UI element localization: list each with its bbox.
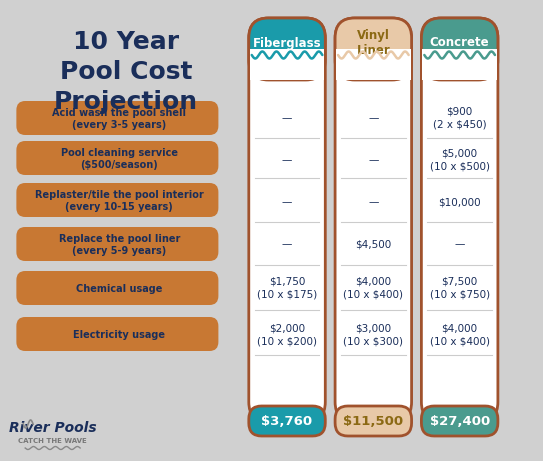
Text: Pool cleaning service
($500/season): Pool cleaning service ($500/season) (61, 148, 178, 170)
Text: River Pools: River Pools (9, 421, 97, 435)
Text: $900
(2 x $450): $900 (2 x $450) (433, 107, 487, 129)
Text: —: — (368, 155, 378, 165)
FancyBboxPatch shape (249, 18, 325, 422)
Text: —: — (282, 197, 292, 207)
FancyBboxPatch shape (335, 406, 412, 436)
FancyBboxPatch shape (421, 18, 498, 422)
FancyBboxPatch shape (249, 18, 325, 80)
Text: $4,500: $4,500 (355, 239, 392, 249)
Text: —: — (368, 113, 378, 123)
Text: $4,000
(10 x $400): $4,000 (10 x $400) (343, 277, 403, 299)
FancyBboxPatch shape (16, 271, 218, 305)
Text: $1,750
(10 x $175): $1,750 (10 x $175) (257, 277, 317, 299)
Text: $3,760: $3,760 (262, 414, 313, 427)
FancyBboxPatch shape (16, 141, 218, 175)
Text: Chemical usage: Chemical usage (76, 284, 162, 294)
Bar (422, 49, 497, 80)
FancyBboxPatch shape (16, 101, 218, 135)
Text: $5,000
(10 x $500): $5,000 (10 x $500) (430, 149, 490, 171)
Text: Electricity usage: Electricity usage (73, 330, 166, 340)
Text: $11,500: $11,500 (343, 414, 403, 427)
FancyBboxPatch shape (421, 406, 498, 436)
Text: —: — (282, 155, 292, 165)
Text: $10,000: $10,000 (438, 197, 481, 207)
Text: Acid wash the pool shell
(every 3-5 years): Acid wash the pool shell (every 3-5 year… (52, 108, 186, 130)
Text: $3,000
(10 x $300): $3,000 (10 x $300) (343, 324, 403, 346)
Bar (336, 49, 411, 80)
Text: —: — (454, 239, 465, 249)
FancyBboxPatch shape (16, 183, 218, 217)
FancyBboxPatch shape (335, 18, 412, 80)
Text: $7,500
(10 x $750): $7,500 (10 x $750) (430, 277, 490, 299)
Text: CATCH THE WAVE: CATCH THE WAVE (18, 438, 87, 444)
Text: —: — (368, 197, 378, 207)
FancyBboxPatch shape (421, 18, 498, 80)
Text: 10 Year
Pool Cost
Projection: 10 Year Pool Cost Projection (54, 30, 198, 114)
Text: Fiberglass: Fiberglass (252, 36, 321, 49)
Text: Replace the pool liner
(every 5-9 years): Replace the pool liner (every 5-9 years) (59, 234, 180, 256)
Text: Vinyl
Liner: Vinyl Liner (356, 29, 390, 58)
FancyBboxPatch shape (249, 406, 325, 436)
Text: $2,000
(10 x $200): $2,000 (10 x $200) (257, 324, 317, 346)
Text: Replaster/tile the pool interior
(every 10-15 years): Replaster/tile the pool interior (every … (35, 190, 204, 212)
FancyBboxPatch shape (335, 18, 412, 422)
Text: —: — (282, 113, 292, 123)
FancyBboxPatch shape (16, 317, 218, 351)
Bar (250, 49, 324, 80)
Text: Concrete: Concrete (430, 36, 489, 49)
Text: $27,400: $27,400 (430, 414, 490, 427)
Text: —: — (282, 239, 292, 249)
Text: $4,000
(10 x $400): $4,000 (10 x $400) (430, 324, 490, 346)
FancyBboxPatch shape (16, 227, 218, 261)
